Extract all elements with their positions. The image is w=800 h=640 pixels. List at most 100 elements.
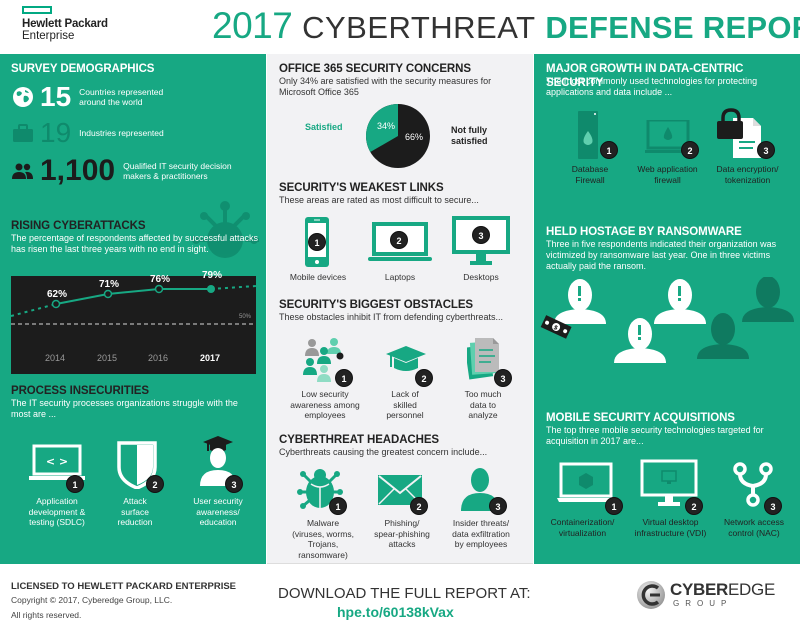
victim-user-icon-1 <box>554 279 606 324</box>
money-bill-icon: $ <box>540 315 572 339</box>
demographic-industries: 19 Industries represented <box>12 118 164 148</box>
data-label-2015: 71% <box>99 279 120 290</box>
briefcase-icon <box>13 124 33 142</box>
weakest-desc: These areas are rated as most difficult … <box>279 195 479 205</box>
industries-number: 19 <box>40 117 72 148</box>
process-item-label-2: Attack surface reduction <box>117 496 153 527</box>
obstacles-desc: These obstacles inhibit IT from defendin… <box>279 312 503 322</box>
not-satisfied-pct: 66% <box>405 132 424 142</box>
x-tick-2014: 2014 <box>45 353 66 363</box>
hpe-logo-line1: Hewlett Packard <box>22 18 108 30</box>
rights-text: All rights reserved. <box>11 610 82 620</box>
demographics-title: SURVEY DEMOGRAPHICS <box>11 63 155 75</box>
ransomware-victims-illustration: $ <box>540 277 794 363</box>
countries-label: Countries represented around the world <box>79 87 164 107</box>
people-icon <box>12 163 33 179</box>
not-satisfied-label: Not fully satisfied <box>451 125 488 146</box>
code-laptop-icon: < > <box>29 444 85 480</box>
headaches-desc: Cyberthreats causing the greatest concer… <box>279 447 488 457</box>
ransom-desc: Three in five respondents indicated thei… <box>546 239 777 271</box>
title-year: 2017 <box>212 5 293 46</box>
process-desc: The IT security processes organizations … <box>11 398 238 419</box>
headaches-item-label-2: Phishing/spear-phishing attacks <box>374 518 430 549</box>
title-cyberthreat: CYBERTHREAT <box>302 10 536 45</box>
non-victim-user-icon-1 <box>697 313 749 359</box>
rising-desc: The percentage of respondents affected b… <box>11 233 258 254</box>
data-label-2014: 62% <box>47 289 68 300</box>
mobile-item-label-3: Network access control (NAC) <box>724 517 784 538</box>
datacentric-title: MAJOR GROWTH IN DATA-CENTRIC SECURITY <box>546 63 744 89</box>
headaches-badge-1: 1 <box>329 497 347 515</box>
ransom-title: HELD HOSTAGE BY RANSOMWARE <box>546 226 742 238</box>
victim-user-icon-2 <box>614 318 666 363</box>
headaches-title: CYBERTHREAT HEADACHES <box>279 434 439 446</box>
datacentric-item-label-1: Database Firewall <box>571 164 609 185</box>
network-nodes-icon <box>733 462 773 507</box>
headaches-item-label-1: Malware (viruses, worms, Trojans, ransomwa… <box>292 518 354 560</box>
hpe-logo-rectangle-icon <box>22 6 52 14</box>
satisfied-pct: 34% <box>377 121 396 131</box>
process-item-label-3: User security awareness/education <box>193 496 243 527</box>
weakest-title: SECURITY'S WEAKEST LINKS <box>279 182 444 194</box>
graduation-cap-icon <box>386 346 426 371</box>
office-desc: Only 34% are satisfied with the security… <box>279 76 492 97</box>
process-item-label-1: Application development & testing (SDLC) <box>28 496 86 527</box>
cyber-group-text: GROUP <box>673 599 733 608</box>
countries-number: 15 <box>40 81 72 112</box>
title-defense-report: DEFENSE REPORT <box>545 10 800 45</box>
weakest-item-label-2: Laptops <box>384 272 416 282</box>
weakest-badge-2: 2 <box>390 231 408 249</box>
page-title: 2017 CYBERTHREAT DEFENSE REPORT <box>212 4 800 50</box>
web-firewall-icon <box>645 120 691 153</box>
license-text: LICENSED TO HEWLETT PACKARD ENTERPRISE <box>11 581 237 592</box>
mobile-badge-2: 2 <box>685 497 703 515</box>
datacentric-desc: The most commonly used technologies for … <box>546 76 758 97</box>
server-firewall-icon <box>578 111 598 159</box>
crowd-icon <box>303 338 344 382</box>
obstacles-badge-3: 3 <box>494 369 512 387</box>
globe-icon <box>13 87 33 107</box>
x-tick-2016: 2016 <box>148 353 169 363</box>
demographic-countries: 15 Countries represented around the worl… <box>12 82 189 112</box>
mobile-desc: The top three mobile security technologi… <box>546 425 764 446</box>
obstacles-item-label-3: Too much data to analyze <box>464 389 502 420</box>
satisfied-label: Satisfied <box>305 122 343 132</box>
hpe-logo-line2: Enterprise <box>22 30 75 42</box>
practitioners-number: 1,100 <box>40 154 116 187</box>
bug-icon <box>297 469 343 509</box>
lock-document-icon <box>717 108 761 158</box>
download-link[interactable]: hpe.to/60138kVax <box>337 604 454 620</box>
svg-text:< >: < > <box>46 455 68 468</box>
industries-label: Industries represented <box>79 128 164 138</box>
obstacles-item-label-2: Lack of skilled personnel <box>386 389 424 420</box>
mobile-item-label-1: Containerization/virtualization <box>550 517 615 538</box>
header: Hewlett Packard Enterprise 2017 CYBERTHR… <box>0 0 800 54</box>
obstacles-title: SECURITY'S BIGGEST OBSTACLES <box>279 299 473 311</box>
cyber-light-text: EDGE <box>728 580 775 599</box>
obstacles-badge-2: 2 <box>415 369 433 387</box>
copyright-text: Copyright © 2017, Cyberedge Group, LLC. <box>11 595 173 605</box>
rising-title: RISING CYBERATTACKS <box>11 220 146 232</box>
office-pie-chart <box>366 104 430 168</box>
shield-icon <box>117 441 157 489</box>
process-badge-3: 3 <box>225 475 243 493</box>
datacentric-item-label-3: Data encryption/tokenization <box>716 164 779 185</box>
mobile-item-label-2: Virtual desktop infrastructure (VDI) <box>634 517 707 538</box>
reference-label: 50% <box>239 314 252 320</box>
datacentric-badge-2: 2 <box>681 141 699 159</box>
headaches-item-label-3: Insider threats/data exfiltration by empl… <box>452 518 510 549</box>
cyber-bold-text: CYBER <box>670 580 729 599</box>
non-victim-user-icon-2 <box>742 277 794 322</box>
obstacles-item-label-1: Low security awareness among employees <box>290 389 360 420</box>
process-badge-1: 1 <box>66 475 84 493</box>
hpe-logo: Hewlett Packard Enterprise <box>22 6 108 42</box>
weakest-badge-1: 1 <box>308 233 326 251</box>
cyberedge-logo: CYBEREDGE GROUP <box>636 580 775 610</box>
obstacles-badge-1: 1 <box>335 369 353 387</box>
headaches-badge-2: 2 <box>410 497 428 515</box>
data-label-2017: 79% <box>202 270 223 281</box>
mobile-badge-3: 3 <box>764 497 782 515</box>
container-laptop-icon <box>557 462 615 502</box>
rising-cyberattacks-chart: 62% 71% 76% 79% 50% 2014 2015 2016 2017 <box>10 270 257 374</box>
line-chart <box>10 284 257 325</box>
